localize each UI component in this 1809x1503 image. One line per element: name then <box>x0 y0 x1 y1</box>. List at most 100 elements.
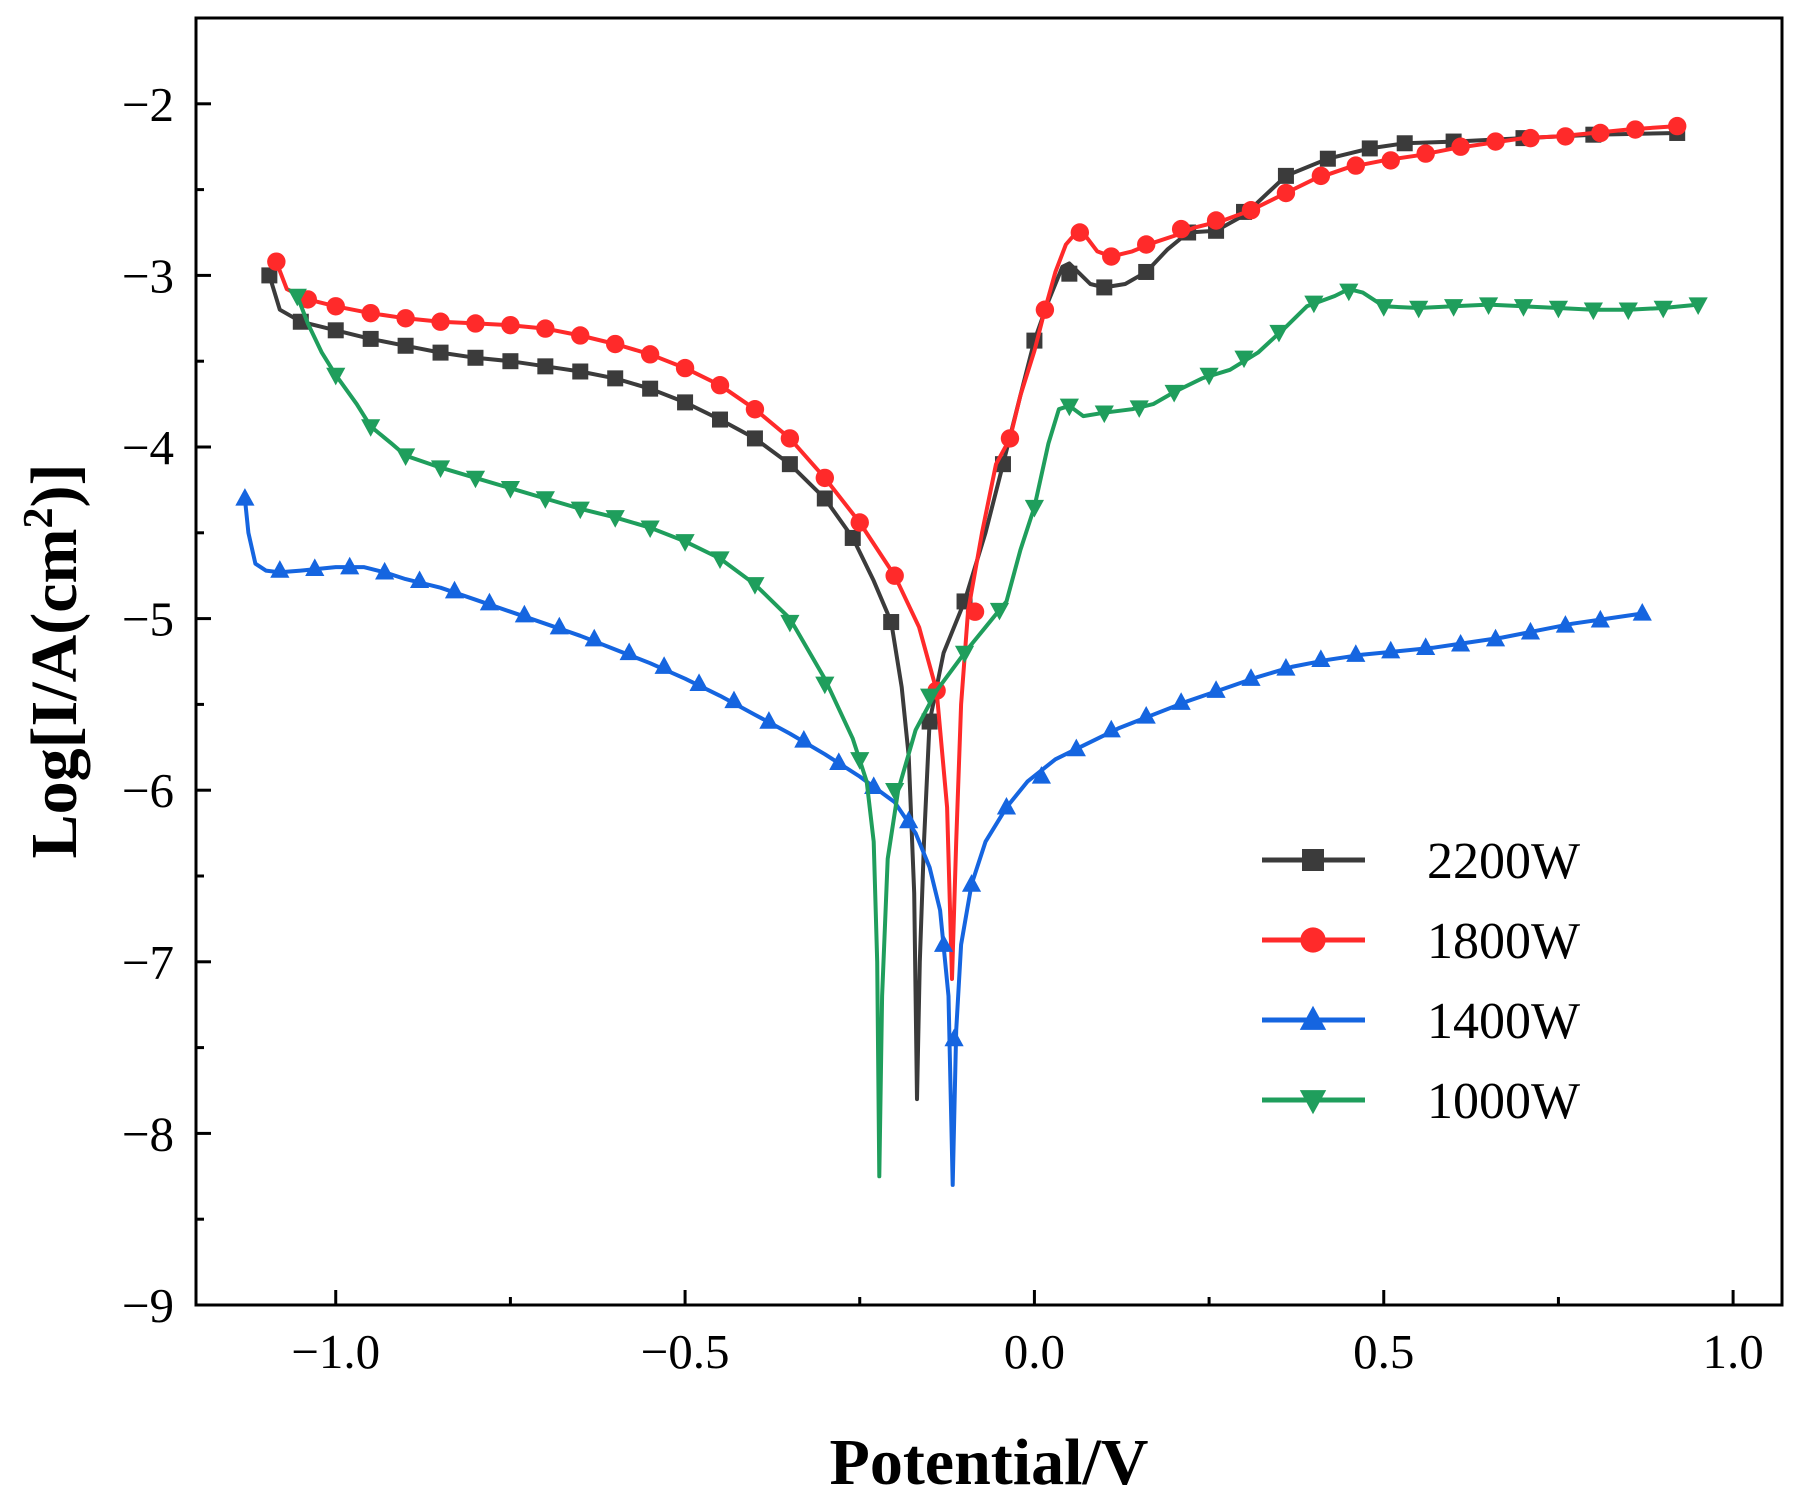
data-point-1800W <box>815 468 835 488</box>
data-point-1000W <box>1304 295 1324 314</box>
data-point-1400W <box>1066 738 1086 757</box>
data-point-2200W <box>1361 140 1378 157</box>
data-point-1400W <box>759 711 779 729</box>
data-point-1800W <box>1241 200 1261 220</box>
data-point-1000W <box>1094 405 1114 424</box>
data-point-1000W <box>1199 367 1219 386</box>
data-point-1800W <box>606 334 625 354</box>
y-axis-title-main: Log[I/A(cm <box>18 529 91 859</box>
data-point-1800W <box>501 315 520 335</box>
y-axis-title-superscript: 2 <box>16 508 62 529</box>
data-point-1000W <box>326 367 346 386</box>
tick-layer: −1.0 −0.5 0.0 0.5 1.0 −9 −8 −7 −6 −5 −4 −3 −2 <box>122 77 1764 1379</box>
data-point-1800W <box>1000 429 1020 448</box>
data-point-1000W <box>396 448 416 466</box>
data-point-1400W <box>996 796 1017 815</box>
y-tick-label: −7 <box>122 935 174 990</box>
data-point-1400W <box>375 561 395 580</box>
data-point-2200W <box>537 358 554 375</box>
data-point-1800W <box>885 566 904 585</box>
data-point-1000W <box>1129 400 1149 418</box>
data-point-1400W <box>1311 649 1331 667</box>
legend-marker <box>1302 849 1324 871</box>
data-point-1000W <box>1339 283 1359 302</box>
data-point-2200W <box>1061 265 1078 282</box>
data-point-1400W <box>1520 621 1541 640</box>
y-tick-label: −4 <box>122 420 174 475</box>
data-point-1000W <box>1269 324 1289 343</box>
data-point-1800W <box>1035 300 1055 319</box>
data-point-1400W <box>1416 637 1436 655</box>
data-point-2200W <box>1319 150 1336 167</box>
data-point-1000W <box>1409 300 1429 319</box>
data-point-1400W <box>619 642 639 661</box>
data-point-1000W <box>1548 300 1569 319</box>
data-point-1000W <box>430 460 451 478</box>
data-point-1400W <box>1136 706 1156 724</box>
data-point-1800W <box>1311 166 1331 186</box>
legend-label: 1000W <box>1427 1073 1580 1130</box>
legend-marker <box>1300 927 1326 953</box>
y-tick-label: −2 <box>122 77 174 132</box>
data-point-1400W <box>1555 615 1576 633</box>
data-point-1800W <box>965 602 985 621</box>
data-point-1000W <box>1688 297 1708 315</box>
data-point-1000W <box>885 783 905 801</box>
data-point-1000W <box>710 551 730 569</box>
data-point-1000W <box>1024 499 1045 518</box>
data-point-1800W <box>1171 219 1191 239</box>
y-tick-label: −9 <box>122 1278 174 1333</box>
data-point-1000W <box>1513 299 1534 317</box>
data-point-1400W <box>1101 719 1121 738</box>
data-point-1800W <box>1667 116 1687 136</box>
data-point-1000W <box>675 534 695 552</box>
series-1400W <box>235 488 1652 1187</box>
legend: 2200W 1800W 1400W 1000W <box>1262 833 1580 1130</box>
data-point-1800W <box>431 312 450 331</box>
legend-marker <box>1299 1090 1327 1115</box>
legend-item-1400W: 1400W <box>1262 993 1580 1050</box>
data-point-2200W <box>1277 167 1294 184</box>
data-point-1800W <box>1521 128 1540 148</box>
series-line-1800W <box>274 124 1678 981</box>
data-point-1400W <box>1381 640 1401 659</box>
data-point-1000W <box>605 510 625 528</box>
data-point-1800W <box>1451 137 1470 156</box>
data-point-1000W <box>1444 299 1464 317</box>
data-point-1800W <box>1102 247 1121 266</box>
data-point-1000W <box>1374 299 1394 317</box>
data-point-2200W <box>467 349 484 366</box>
data-point-1800W <box>1591 123 1610 143</box>
data-point-1000W <box>954 645 975 664</box>
data-point-1800W <box>1486 132 1505 151</box>
series-1000W <box>287 283 1708 1179</box>
data-point-1800W <box>396 309 415 328</box>
data-point-1000W <box>815 676 835 695</box>
data-point-1400W <box>794 730 814 748</box>
data-point-1800W <box>1070 223 1090 242</box>
data-point-1400W <box>1241 668 1261 686</box>
data-point-2200W <box>607 370 624 387</box>
data-point-1000W <box>535 491 555 509</box>
data-point-1000W <box>361 419 381 437</box>
data-point-1400W <box>961 874 982 892</box>
data-point-1000W <box>640 520 660 539</box>
data-point-2200W <box>362 330 379 347</box>
data-point-1800W <box>675 358 695 378</box>
data-point-1800W <box>466 314 485 333</box>
data-point-1800W <box>1276 183 1296 203</box>
data-point-2200W <box>1138 263 1155 280</box>
data-point-1400W <box>899 810 919 829</box>
data-point-1800W <box>267 252 286 271</box>
data-point-1400W <box>1590 609 1610 628</box>
data-point-2200W <box>502 353 519 370</box>
data-point-1400W <box>340 556 360 575</box>
data-point-2200W <box>844 529 861 546</box>
y-tick-label: −3 <box>122 248 174 303</box>
data-point-2200W <box>1396 135 1413 152</box>
data-point-1000W <box>989 602 1010 621</box>
series-layer <box>235 116 1708 1187</box>
data-point-1400W <box>689 673 709 692</box>
data-point-1400W <box>1171 692 1191 710</box>
